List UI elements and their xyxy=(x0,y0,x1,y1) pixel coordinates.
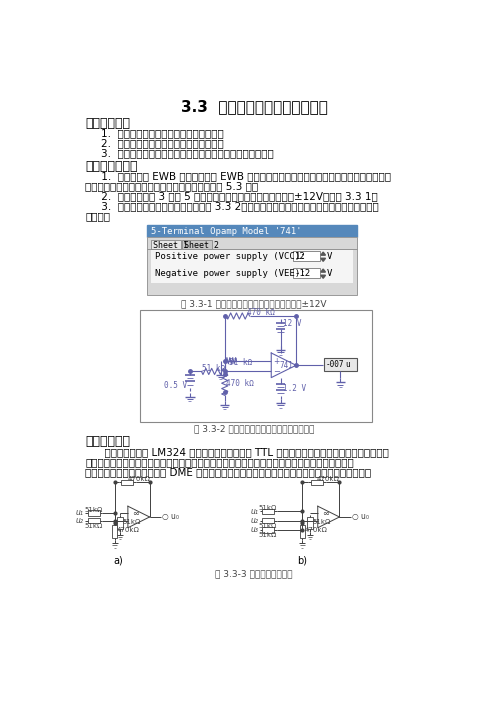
Text: 3.3  集成运算放大器的线性应用: 3.3 集成运算放大器的线性应用 xyxy=(181,100,328,114)
Text: 0.5 V: 0.5 V xyxy=(165,380,187,390)
Text: 一、实验目的: 一、实验目的 xyxy=(85,117,130,130)
Text: 二、设计与仿真: 二、设计与仿真 xyxy=(85,159,138,173)
Text: u₂: u₂ xyxy=(76,516,84,525)
Bar xyxy=(147,237,357,296)
Text: 图 3.3-2 反向输入比例运算电路的设计与仿真: 图 3.3-2 反向输入比例运算电路的设计与仿真 xyxy=(194,425,314,434)
Bar xyxy=(151,240,181,249)
Text: b): b) xyxy=(297,555,307,566)
Text: 51kΩ: 51kΩ xyxy=(259,505,277,511)
Bar xyxy=(121,479,133,485)
Text: 3.  针对各种运算关系，设计电路，并对其进行测试和验证。: 3. 针对各种运算关系，设计电路，并对其进行测试和验证。 xyxy=(101,148,273,158)
Text: 470 kΩ: 470 kΩ xyxy=(247,308,274,317)
Polygon shape xyxy=(321,269,325,272)
Bar xyxy=(112,525,118,538)
Text: ○ u₀: ○ u₀ xyxy=(162,512,179,522)
Bar xyxy=(293,268,320,278)
Text: a): a) xyxy=(113,555,123,566)
Text: Positive power supply (VCC):: Positive power supply (VCC): xyxy=(155,252,306,261)
Text: 2.  设计与仿真用 3 端或 5 端的运算放大器，将供电电源调节为±12V，如图 3.3 1。: 2. 设计与仿真用 3 端或 5 端的运算放大器，将供电电源调节为±12V，如图… xyxy=(85,191,378,201)
Text: 本实验采用的是 LM324 型模拟集成电路，它是 TTL 电路的一个典型产品，属于通用型集成运: 本实验采用的是 LM324 型模拟集成电路，它是 TTL 电路的一个典型产品，属… xyxy=(85,447,389,457)
Text: 图 3.3-1 在参数菜单中将正负电源电压值改为±12V: 图 3.3-1 在参数菜单中将正负电源电压值改为±12V xyxy=(182,299,327,308)
Bar xyxy=(262,509,274,514)
Text: 三、实验原理: 三、实验原理 xyxy=(85,435,130,449)
Text: +: + xyxy=(274,357,280,366)
Text: 470kΩ: 470kΩ xyxy=(127,476,150,482)
Bar xyxy=(88,518,100,523)
Text: 算放大器。它是在同一块半导体基片上制作了四个完全相同的运放单元。其外型和引脚参见李忠波: 算放大器。它是在同一块半导体基片上制作了四个完全相同的运放单元。其外型和引脚参见… xyxy=(85,457,354,467)
Text: ∞: ∞ xyxy=(322,510,329,518)
Text: u₃: u₃ xyxy=(250,525,258,534)
Text: 51kΩ: 51kΩ xyxy=(312,519,331,526)
Text: V: V xyxy=(327,252,332,261)
Text: 51kΩ: 51kΩ xyxy=(259,532,277,538)
Text: 51kΩ: 51kΩ xyxy=(85,507,103,512)
Text: 741: 741 xyxy=(279,362,293,371)
Text: 1.  首先应熟悉 EWB 软件，并会用 EWB 软件对集成运算放大电路进行设计与仿真。设计方法: 1. 首先应熟悉 EWB 软件，并会用 EWB 软件对集成运算放大电路进行设计与… xyxy=(85,171,391,181)
Text: 470kΩ: 470kΩ xyxy=(305,526,327,533)
Text: Negative power supply (VEE):: Negative power supply (VEE): xyxy=(155,269,306,278)
Text: −: − xyxy=(274,368,281,376)
Text: 51kΩ: 51kΩ xyxy=(85,523,103,529)
Text: u: u xyxy=(346,360,350,369)
Text: 12: 12 xyxy=(295,252,305,261)
Text: 51kΩ: 51kΩ xyxy=(123,519,141,526)
Bar xyxy=(311,479,323,485)
Bar xyxy=(88,510,100,516)
Bar xyxy=(139,310,372,421)
Bar xyxy=(262,527,274,533)
Text: 参见李忠波、袁宏等著《电子设计与仿真技术》第 5.3 节。: 参见李忠波、袁宏等著《电子设计与仿真技术》第 5.3 节。 xyxy=(85,181,258,191)
Text: 1.  了解集成运算放大器的基本使用方法。: 1. 了解集成运算放大器的基本使用方法。 xyxy=(101,128,224,138)
Text: 12 V: 12 V xyxy=(283,319,302,328)
Text: -12: -12 xyxy=(295,269,310,278)
Bar xyxy=(293,251,320,261)
Bar xyxy=(308,517,312,529)
Text: u₁: u₁ xyxy=(250,507,258,516)
Bar xyxy=(262,518,274,523)
Text: -007: -007 xyxy=(325,360,344,369)
Text: 51 kΩ: 51 kΩ xyxy=(201,364,225,373)
Text: Sheet 2: Sheet 2 xyxy=(184,241,219,251)
Text: 51 kΩ: 51 kΩ xyxy=(229,357,252,366)
Bar xyxy=(300,525,305,538)
Bar xyxy=(151,250,353,283)
Text: 5-Terminal Opamp Model '741': 5-Terminal Opamp Model '741' xyxy=(151,227,302,236)
Text: Sheet 1: Sheet 1 xyxy=(153,241,187,251)
Text: 3.  设计反向输入比例运算电路，如图 3.3 2，并用电压表对结果进行仿真。其他的运算电路自: 3. 设计反向输入比例运算电路，如图 3.3 2，并用电压表对结果进行仿真。其他… xyxy=(85,201,379,211)
Text: 行设计。: 行设计。 xyxy=(85,211,110,221)
Text: 470kΩ: 470kΩ xyxy=(317,476,340,482)
Polygon shape xyxy=(321,275,325,278)
Text: ∞: ∞ xyxy=(132,510,139,518)
Text: u₂: u₂ xyxy=(250,516,258,525)
Polygon shape xyxy=(321,252,325,256)
Text: u₁: u₁ xyxy=(76,508,84,517)
Text: 2.  熟悉集成运算放大器的基本运算关系。: 2. 熟悉集成运算放大器的基本运算关系。 xyxy=(101,138,224,148)
Bar xyxy=(182,240,212,249)
Text: V: V xyxy=(327,269,332,278)
Bar xyxy=(324,358,357,371)
Text: 51kΩ: 51kΩ xyxy=(259,523,277,529)
Bar xyxy=(118,517,123,529)
Text: 图 3.3-3 反向输入运算电路: 图 3.3-3 反向输入运算电路 xyxy=(215,569,293,578)
Bar xyxy=(147,225,357,237)
Text: 1.2 V: 1.2 V xyxy=(283,384,306,393)
Text: 470 kΩ: 470 kΩ xyxy=(226,379,254,388)
Text: ○ u₀: ○ u₀ xyxy=(352,512,369,522)
Text: 主编《电子技术》第六章。在 DME 综合实验箱上已对四个单元的输入、输出及正负电源做了明显标: 主编《电子技术》第六章。在 DME 综合实验箱上已对四个单元的输入、输出及正负电… xyxy=(85,467,372,477)
Text: 470kΩ: 470kΩ xyxy=(117,526,140,533)
Polygon shape xyxy=(321,258,325,261)
